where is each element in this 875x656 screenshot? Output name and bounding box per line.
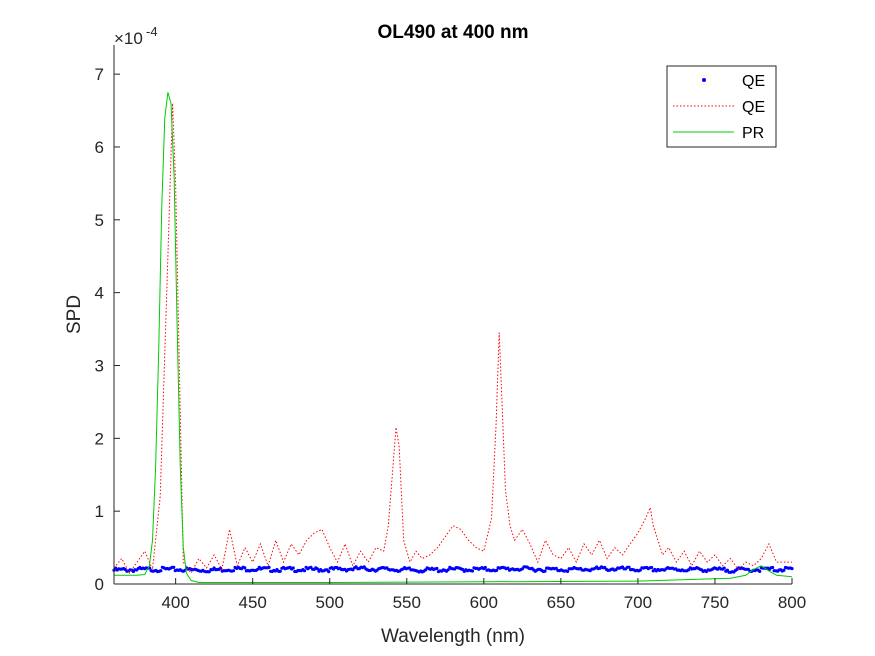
y-tick-label: 3	[95, 356, 104, 375]
qe-dot	[435, 566, 439, 571]
x-tick-label: 700	[624, 593, 652, 612]
qe-dot	[291, 566, 295, 570]
series-qe-dots	[112, 565, 794, 574]
y-exponent-base: ×10	[114, 29, 143, 48]
qe-dot	[782, 568, 786, 572]
y-tick-label: 4	[95, 284, 104, 303]
x-tick-label: 750	[701, 593, 729, 612]
y-axis-label: SPD	[64, 295, 85, 334]
y-tick-label: 2	[95, 429, 104, 448]
x-tick-label: 600	[470, 593, 498, 612]
x-tick-label: 450	[238, 593, 266, 612]
qe-dot	[231, 569, 236, 573]
qe-dot	[758, 569, 762, 574]
qe-dot	[470, 569, 474, 573]
qe-dot	[446, 568, 450, 572]
qe-dot	[243, 566, 247, 570]
legend-label: QE	[742, 99, 765, 116]
qe-dot	[315, 567, 319, 571]
y-tick-label: 7	[95, 65, 104, 84]
legend-marker-dot	[702, 78, 706, 82]
qe-dot	[506, 566, 510, 570]
qe-dot	[172, 565, 176, 570]
axes-layer: 400 450 500 550 600 650 700 750 800 0 1 2 3 4 5 6 7	[95, 45, 806, 612]
qe-dot	[543, 569, 547, 573]
y-axis-exponent: ×10 -4	[114, 24, 158, 48]
qe-dot	[722, 566, 726, 570]
qe-dot	[771, 565, 775, 570]
x-tick-label: 500	[316, 593, 344, 612]
x-axis-label: Wavelength (nm)	[381, 626, 525, 647]
y-tick-label: 1	[95, 502, 104, 521]
legend-label: QE	[742, 73, 765, 90]
x-tick-label: 650	[547, 593, 575, 612]
qe-dot	[267, 565, 271, 570]
x-tick-label: 400	[161, 593, 189, 612]
y-tick-label: 6	[95, 138, 104, 157]
qe-dot	[302, 569, 307, 573]
series-layer	[112, 92, 794, 583]
legend-label: PR	[742, 125, 764, 142]
y-tick-label: 0	[95, 575, 104, 594]
qe-dot	[638, 568, 642, 572]
chart-title: OL490 at 400 nm	[377, 22, 528, 43]
x-tick-label: 550	[393, 593, 421, 612]
series-qe-line	[113, 103, 792, 575]
qe-dot	[207, 570, 211, 574]
x-tick-label: 800	[778, 593, 806, 612]
qe-dot	[566, 569, 570, 574]
qe-dot	[159, 569, 163, 573]
legend-box	[666, 65, 777, 148]
y-exponent-power: -4	[146, 24, 158, 39]
qe-dot	[327, 570, 331, 574]
qe-dot	[495, 568, 499, 573]
qe-dot	[278, 569, 282, 573]
series-pr-line	[114, 92, 793, 583]
legend: QE QE PR	[666, 65, 777, 148]
qe-dot	[790, 567, 794, 571]
qe-dot	[627, 565, 631, 569]
qe-dot	[218, 566, 223, 570]
qe-dot	[554, 566, 558, 570]
qe-dot	[483, 565, 487, 570]
qe-dot	[650, 565, 654, 570]
y-tick-label: 5	[95, 211, 104, 230]
